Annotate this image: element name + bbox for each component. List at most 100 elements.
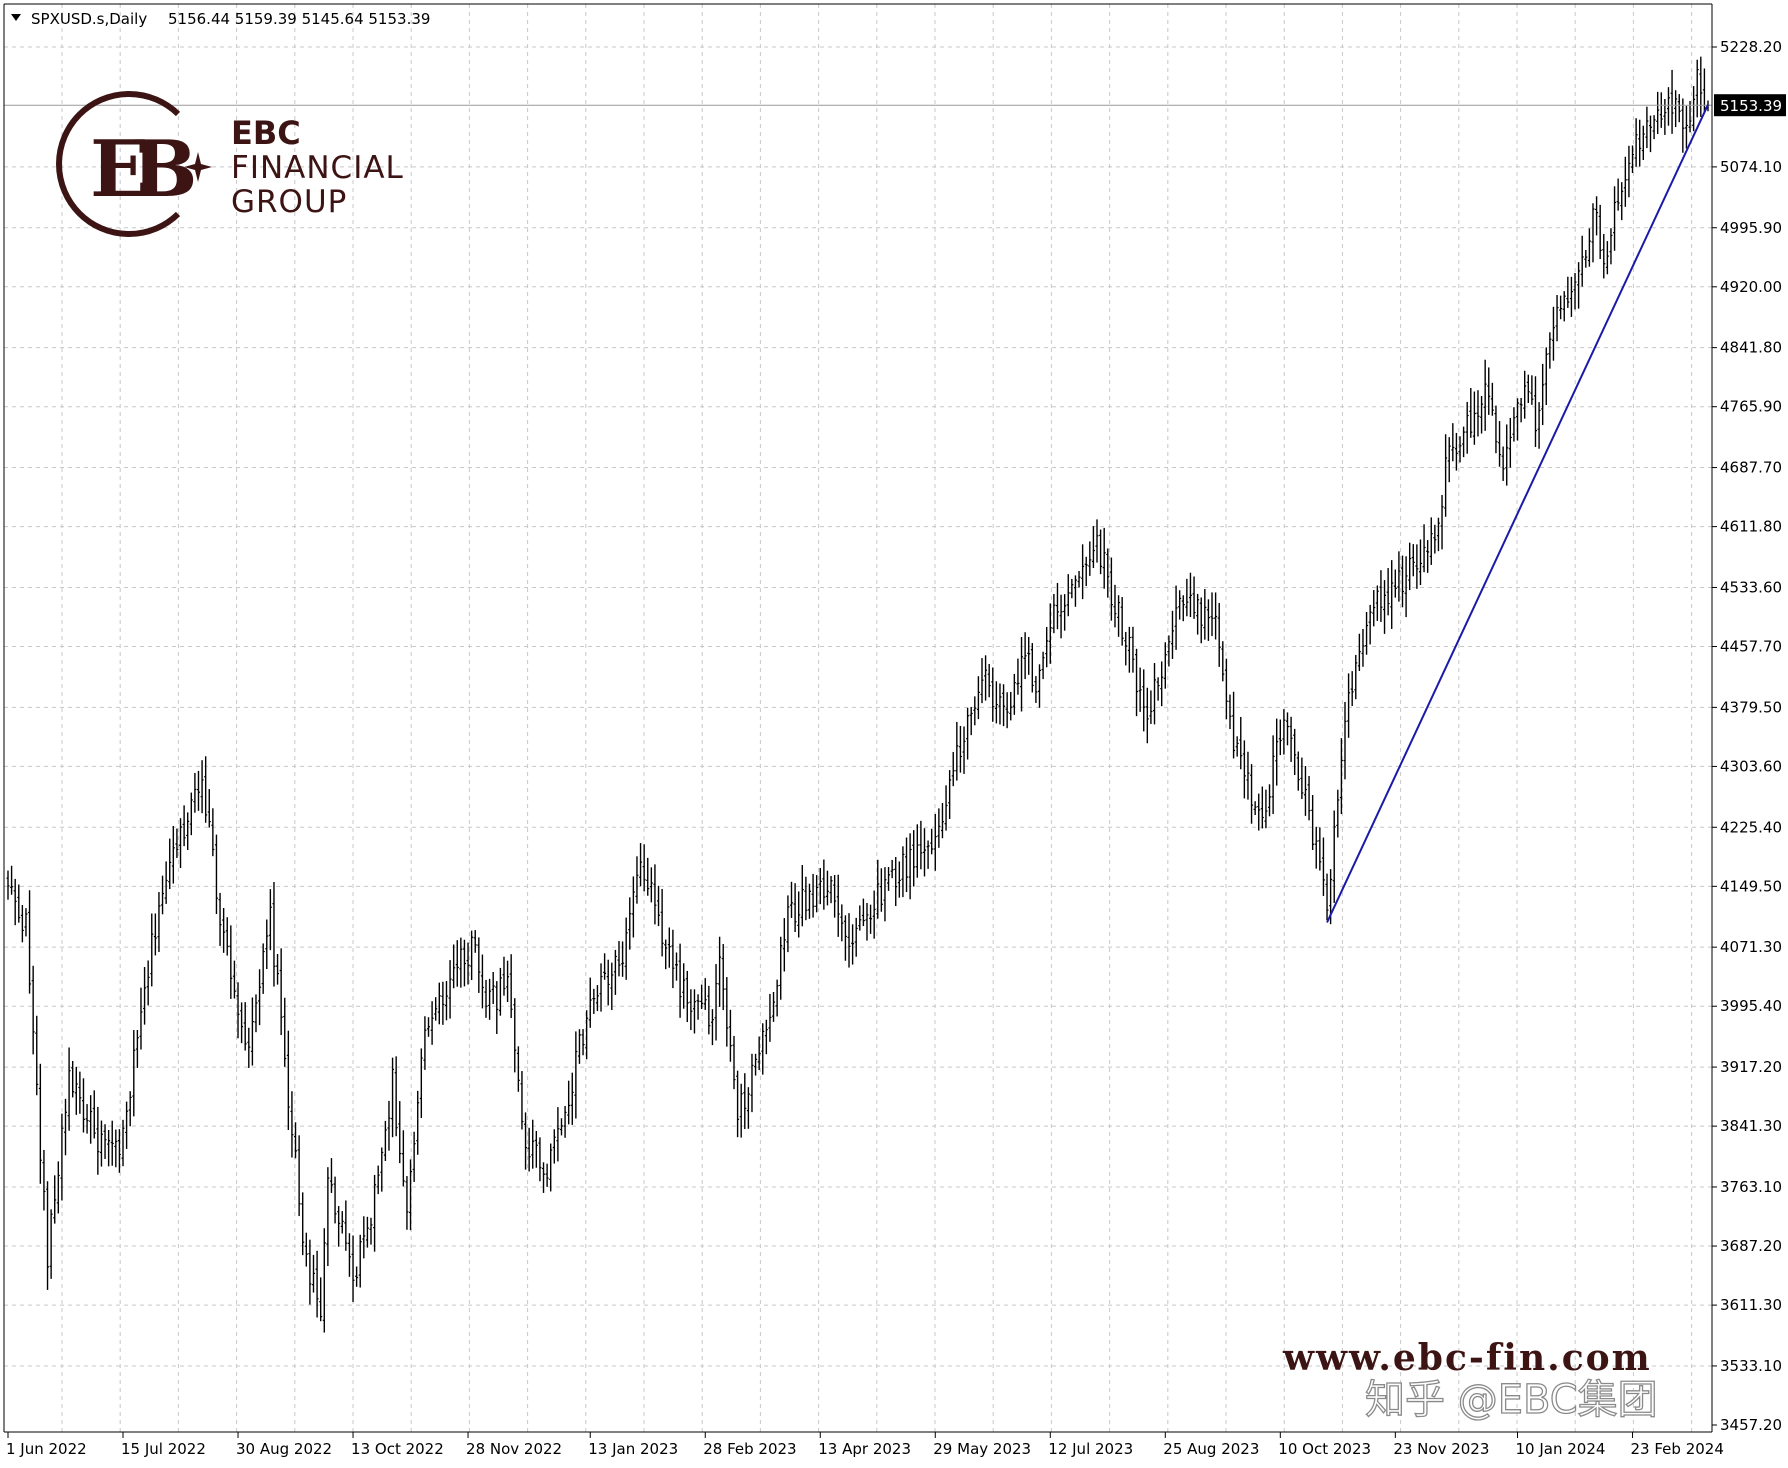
time-tick-label: 10 Oct 2023 bbox=[1278, 1440, 1371, 1458]
ohlc-bar bbox=[1289, 716, 1293, 762]
ohlc-bar bbox=[430, 1001, 434, 1045]
ohlc-bar bbox=[1246, 751, 1250, 800]
ohlc-bar bbox=[876, 859, 880, 919]
ohlc-bar bbox=[362, 1216, 366, 1259]
ohlc-bar bbox=[545, 1163, 549, 1187]
ohlc-bar bbox=[265, 919, 269, 970]
ohlc-bar bbox=[542, 1162, 546, 1193]
ohlc-bar bbox=[509, 954, 513, 1019]
ohlc-bar bbox=[207, 789, 211, 828]
ohlc-bar bbox=[329, 1158, 333, 1193]
ohlc-bar bbox=[1145, 687, 1149, 744]
ohlc-bar bbox=[1167, 635, 1171, 667]
ohlc-bar bbox=[125, 1101, 129, 1149]
ohlc-bar bbox=[980, 658, 984, 704]
ohlc-bar bbox=[1692, 86, 1696, 132]
ohlc-bar bbox=[1185, 578, 1189, 617]
ohlc-bar bbox=[1418, 539, 1422, 586]
ohlc-bar bbox=[1656, 91, 1660, 134]
ohlc-bar bbox=[344, 1200, 348, 1251]
ohlc-bar bbox=[1124, 631, 1128, 666]
ohlc-bar bbox=[872, 890, 876, 939]
ohlc-bar bbox=[940, 802, 944, 839]
trendline[interactable] bbox=[1326, 104, 1709, 923]
ohlc-bar bbox=[1009, 691, 1013, 721]
ohlc-bar bbox=[538, 1137, 542, 1182]
time-tick-label: 30 Aug 2022 bbox=[236, 1440, 332, 1458]
ohlc-bar bbox=[398, 1101, 402, 1164]
ohlc-bar bbox=[294, 1122, 298, 1159]
time-axis[interactable]: 1 Jun 2022 15 Jul 2022 30 Aug 2022 13 Oct 2… bbox=[6, 1432, 1724, 1458]
ohlc-bar bbox=[326, 1167, 330, 1267]
price-tick-label: 3917.20 bbox=[1720, 1058, 1782, 1076]
ohlc-bar bbox=[1347, 673, 1351, 738]
ohlc-bar bbox=[1462, 426, 1466, 458]
ohlc-bar bbox=[222, 908, 226, 953]
ohlc-bar bbox=[311, 1254, 315, 1293]
ohlc-bar bbox=[592, 988, 596, 1014]
ohlc-bar bbox=[491, 971, 495, 1005]
ohlc-bar bbox=[1224, 658, 1228, 720]
ohlc-bar bbox=[861, 898, 865, 927]
ohlc-bar bbox=[1631, 145, 1635, 173]
ohlc-bar bbox=[204, 756, 208, 823]
ohlc-bar bbox=[96, 1106, 100, 1175]
price-tick-label: 4225.40 bbox=[1720, 818, 1782, 836]
ohlc-bar bbox=[1368, 604, 1372, 645]
price-tick-label: 4071.30 bbox=[1720, 938, 1782, 956]
ohlc-bar bbox=[1034, 676, 1038, 703]
ohlc-bar bbox=[56, 1161, 60, 1214]
ohlc-bar bbox=[825, 870, 829, 906]
ohlc-bar bbox=[117, 1129, 121, 1173]
ohlc-bar bbox=[1232, 691, 1236, 759]
ohlc-bar bbox=[1135, 648, 1139, 717]
time-tick-label: 13 Oct 2022 bbox=[351, 1440, 444, 1458]
ohlc-bar bbox=[1081, 544, 1085, 600]
ohlc-bar bbox=[1163, 642, 1167, 689]
ohlc-bar bbox=[473, 930, 477, 953]
ohlc-bar bbox=[1401, 555, 1405, 608]
ohlc-bar bbox=[1659, 92, 1663, 128]
ohlc-bar bbox=[1681, 98, 1685, 153]
ohlc-bar bbox=[315, 1250, 319, 1318]
ohlc-bar bbox=[1469, 387, 1473, 438]
ohlc-bar bbox=[53, 1175, 57, 1224]
ohlc-bar bbox=[890, 859, 894, 879]
triangle-down-icon[interactable] bbox=[11, 14, 21, 21]
ohlc-bar bbox=[1210, 592, 1214, 637]
ohlc-bar bbox=[664, 939, 668, 970]
ohlc-bar bbox=[1476, 390, 1480, 437]
ohlc-bar bbox=[1397, 551, 1401, 602]
ohlc-bar bbox=[1573, 273, 1577, 310]
ohlc-bar bbox=[894, 856, 898, 907]
ohlc-bar bbox=[811, 873, 815, 918]
ohlc-bar bbox=[646, 857, 650, 896]
ohlc-bar bbox=[358, 1234, 362, 1288]
chart-header[interactable]: SPXUSD.s,Daily 5156.44 5159.39 5145.64 5… bbox=[11, 10, 430, 28]
ohlc-bar bbox=[1038, 664, 1042, 708]
ohlc-bar bbox=[976, 676, 980, 720]
ohlc-bar bbox=[1041, 651, 1045, 680]
ohlc-bar bbox=[1293, 728, 1297, 776]
ohlc-bar bbox=[340, 1211, 344, 1234]
ohlc-bar bbox=[67, 1047, 71, 1131]
price-tick-label: 4920.00 bbox=[1720, 278, 1782, 296]
ohlc-bar bbox=[621, 941, 625, 977]
ohlc-bar bbox=[383, 1120, 387, 1161]
ohlc-bar bbox=[387, 1100, 391, 1151]
ohlc-bar bbox=[1321, 837, 1325, 896]
ohlc-bar bbox=[764, 1019, 768, 1055]
ohlc-bar bbox=[556, 1107, 560, 1162]
ohlc-bar bbox=[718, 936, 722, 1007]
ohlc-bar bbox=[790, 881, 794, 918]
price-tick-label: 4149.50 bbox=[1720, 877, 1782, 895]
ohlc-bar bbox=[427, 1017, 431, 1037]
ohlc-bar bbox=[81, 1078, 85, 1133]
ohlc-bar bbox=[1102, 527, 1106, 589]
ohlc-bar bbox=[1674, 90, 1678, 128]
ohlc-bar bbox=[20, 904, 24, 943]
ohlc-bar bbox=[994, 681, 998, 724]
price-axis[interactable]: 5228.20 5074.10 4995.90 4920.00 4841.80 4765.… bbox=[1712, 38, 1782, 1434]
